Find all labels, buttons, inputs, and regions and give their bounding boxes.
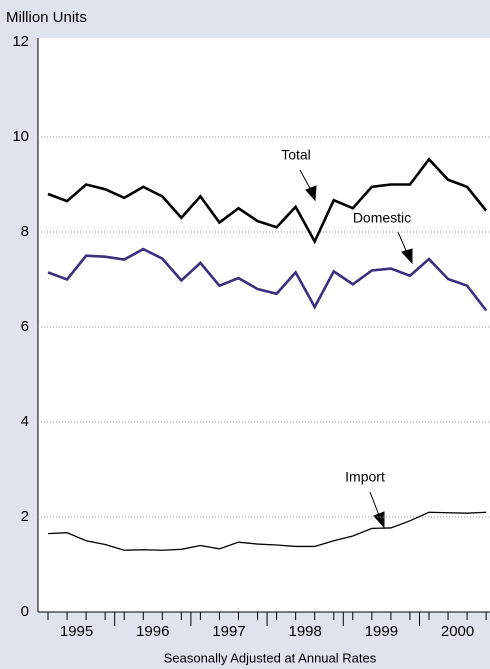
- y-tick-label: 12: [12, 33, 29, 50]
- x-tick-label: 2000: [441, 623, 474, 640]
- series-label: Total: [281, 147, 311, 163]
- series-line: [47, 247, 488, 312]
- y-tick-label: 2: [21, 508, 29, 525]
- x-tick-label: 1999: [365, 623, 398, 640]
- plot-area: [38, 38, 490, 612]
- x-tick-label: 1998: [288, 623, 321, 640]
- x-axis-label: Seasonally Adjusted at Annual Rates: [164, 650, 377, 665]
- y-axis-label: Million Units: [6, 9, 87, 26]
- series-label: Import: [345, 469, 385, 485]
- series-label: Domestic: [353, 210, 411, 226]
- x-tick-label: 1997: [212, 623, 245, 640]
- x-tick-label: 1995: [60, 623, 93, 640]
- y-tick-label: 6: [21, 318, 29, 335]
- series-line: [47, 157, 488, 245]
- annotation-arrows: [299, 169, 413, 529]
- y-tick-label: 10: [12, 128, 29, 145]
- y-tick-label: 4: [21, 413, 29, 430]
- x-tick-label: 1996: [136, 623, 169, 640]
- y-tick-label: 0: [21, 603, 29, 620]
- y-tick-label: 8: [21, 223, 29, 240]
- series-line: [47, 511, 487, 551]
